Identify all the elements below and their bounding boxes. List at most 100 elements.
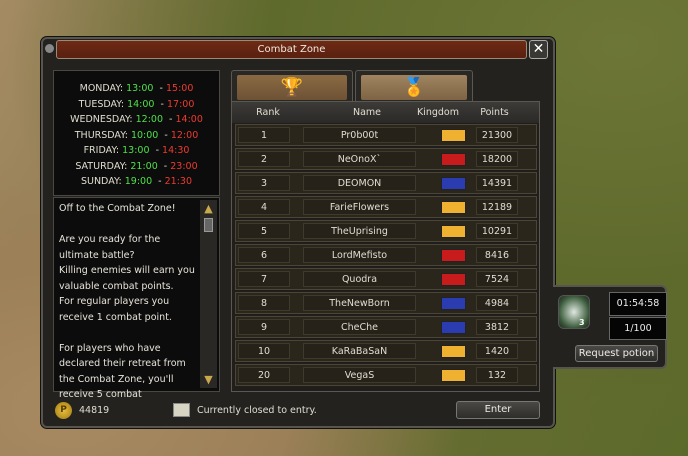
points-cell: 7524 (476, 271, 518, 287)
schedule-row: WEDNESDAY: 12:00 - 14:00 (70, 114, 203, 125)
kingdom-flag-icon (441, 201, 466, 214)
enter-button[interactable]: Enter (456, 401, 540, 419)
table-row[interactable]: 1 Pr0b00t 21300 (235, 124, 537, 146)
rank-cell: 10 (238, 343, 290, 359)
name-cell: KaRaBaSaN (303, 343, 416, 359)
info-line: For players who have declared their retr… (59, 342, 186, 401)
window-title: Combat Zone (56, 40, 527, 59)
schedule-end: 12:00 (170, 129, 199, 141)
header-name: Name (352, 107, 382, 118)
points-cell: 8416 (476, 247, 518, 263)
table-row[interactable]: 8 TheNewBorn 4984 (235, 292, 537, 314)
table-row[interactable]: 2 NeOnoX` 18200 (235, 148, 537, 170)
kingdom-flag-icon (441, 249, 466, 262)
entry-status: Currently closed to entry. (197, 405, 317, 416)
pin-icon (45, 44, 54, 53)
info-line: Off to the Combat Zone! (59, 203, 176, 214)
kingdom-flag-icon (441, 345, 466, 358)
tab-medal[interactable]: 🏅 (355, 70, 473, 101)
schedule-day: TUESDAY: (78, 98, 125, 110)
table-row[interactable]: 3 DEOMON 14391 (235, 172, 537, 194)
potion-icon[interactable] (558, 295, 590, 329)
kingdom-flag-icon (441, 369, 466, 382)
table-row[interactable]: 4 FarieFlowers 12189 (235, 196, 537, 218)
name-cell: FarieFlowers (303, 199, 416, 215)
potion-count-badge: 3 (579, 318, 585, 327)
schedule-start: 12:00 (135, 114, 164, 125)
schedule-start: 19:00 (124, 176, 153, 187)
points-cell: 1420 (476, 343, 518, 359)
schedule-start: 21:00 (130, 160, 158, 172)
points-cell: 14391 (476, 175, 518, 191)
info-scrollbar[interactable]: ▲ ▼ (200, 200, 217, 388)
table-header: Rank Name Kingdom Points (232, 102, 539, 123)
points-cell: 21300 (476, 127, 518, 143)
table-row[interactable]: 6 LordMefisto 8416 (235, 244, 537, 266)
name-cell: NeOnoX` (303, 151, 416, 167)
schedule-day: THURSDAY: (74, 129, 128, 141)
name-cell: CheChe (303, 319, 416, 335)
table-row[interactable]: 20 VegaS 132 (235, 364, 537, 386)
schedule-end: 15:00 (165, 83, 194, 94)
schedule-end: 14:30 (162, 145, 190, 156)
rank-cell: 3 (238, 175, 290, 191)
points-cell: 12189 (476, 199, 518, 215)
schedule-day: SUNDAY: (80, 176, 122, 187)
name-cell: TheNewBorn (303, 295, 416, 311)
close-icon: ✕ (532, 41, 545, 57)
info-line: For regular players you receive 1 combat… (59, 296, 172, 323)
close-button[interactable]: ✕ (529, 40, 548, 59)
name-cell: Quodra (303, 271, 416, 287)
schedule-day: MONDAY: (79, 83, 124, 94)
kingdom-flag-icon (441, 273, 466, 286)
name-cell: LordMefisto (303, 247, 416, 263)
schedule-end: 17:00 (166, 98, 195, 110)
kingdom-flag-icon (441, 177, 466, 190)
name-cell: DEOMON (303, 175, 416, 191)
schedule-start: 13:00 (126, 83, 154, 94)
rank-cell: 2 (238, 151, 290, 167)
schedule-row: THURSDAY: 10:00 - 12:00 (74, 129, 199, 141)
table-row[interactable]: 10 KaRaBaSaN 1420 (235, 340, 537, 362)
name-cell: Pr0b00t (303, 127, 416, 143)
coin-balance: 44819 (79, 405, 110, 416)
rank-cell: 6 (238, 247, 290, 263)
name-cell: VegaS (303, 367, 416, 383)
rank-cell: 20 (238, 367, 290, 383)
tab-trophy[interactable]: 🏆 (231, 70, 353, 101)
schedule-start: 10:00 (130, 129, 159, 141)
kingdom-flag-icon (441, 297, 466, 310)
schedule-end: 14:00 (175, 114, 203, 125)
info-line (59, 217, 202, 233)
schedule-start: 14:00 (127, 98, 155, 110)
schedule-panel: MONDAY: 13:00 - 15:00 TUESDAY: 14:00 - 17… (53, 70, 220, 196)
schedule-end: 21:30 (164, 176, 193, 187)
table-row[interactable]: 7 Quodra 7524 (235, 268, 537, 290)
scroll-up-icon[interactable]: ▲ (204, 202, 213, 215)
rank-cell: 4 (238, 199, 290, 215)
table-row[interactable]: 9 CheChe 3812 (235, 316, 537, 338)
info-panel: Off to the Combat Zone! Are you ready for… (53, 197, 220, 400)
schedule-row: TUESDAY: 14:00 - 17:00 (78, 98, 195, 110)
scroll-down-icon[interactable]: ▼ (204, 373, 213, 386)
schedule-row: MONDAY: 13:00 - 15:00 (79, 83, 194, 94)
points-cell: 3812 (476, 319, 518, 335)
request-potion-button[interactable]: Request potion (575, 345, 658, 362)
rank-cell: 5 (238, 223, 290, 239)
schedule-day: WEDNESDAY: (70, 114, 133, 125)
schedule-day: FRIDAY: (83, 145, 120, 156)
kingdom-flag-icon (441, 153, 466, 166)
rank-cell: 1 (238, 127, 290, 143)
rank-cell: 9 (238, 319, 290, 335)
points-cell: 4984 (476, 295, 518, 311)
schedule-row: SATURDAY: 21:00 - 23:00 (75, 160, 198, 172)
kingdom-flag-icon (441, 129, 466, 142)
info-line: Killing enemies will earn you valuable c… (59, 265, 195, 292)
medal-icon: 🏅 (361, 75, 467, 100)
table-row[interactable]: 5 TheUprising 10291 (235, 220, 537, 242)
scroll-thumb[interactable] (204, 218, 213, 232)
schedule-start: 13:00 (122, 145, 150, 156)
schedule-day: SATURDAY: (75, 160, 128, 172)
rank-cell: 7 (238, 271, 290, 287)
header-points: Points (480, 107, 509, 118)
